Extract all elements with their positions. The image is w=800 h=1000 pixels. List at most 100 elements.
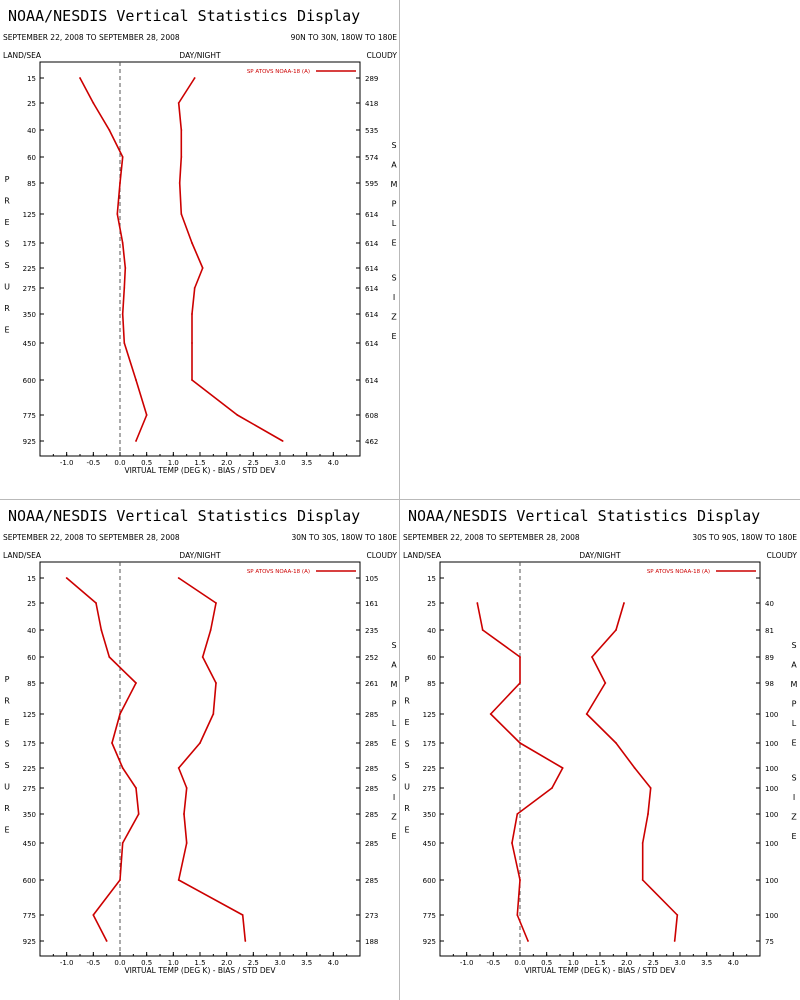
x-tick-label: 0.5 <box>141 959 152 967</box>
x-tick-label: 2.5 <box>248 959 259 967</box>
x-tick-label: -1.0 <box>460 959 474 967</box>
pressure-axis-letter: U <box>4 283 10 292</box>
data-point-bias <box>511 842 513 844</box>
sample-size-axis-letter: E <box>791 832 796 841</box>
data-point-bias <box>105 940 108 942</box>
data-point-bias <box>135 379 137 381</box>
pressure-axis-letter: E <box>4 826 9 835</box>
data-point-std_dev <box>215 602 217 604</box>
data-point-bias <box>519 656 521 658</box>
pressure-axis-letter: P <box>5 175 10 184</box>
sample-size-label: 285 <box>365 711 378 719</box>
sample-size-label: 462 <box>365 438 378 446</box>
sample-size-axis-letter: I <box>393 793 395 802</box>
x-tick-label: 3.5 <box>301 959 312 967</box>
sample-size-label: 100 <box>765 740 778 748</box>
sample-size-axis-letter: E <box>391 739 396 748</box>
legend-label: SP ATOVS NOAA-18 (A) <box>247 69 310 75</box>
data-point-bias <box>92 914 95 916</box>
pressure-axis-letter: S <box>4 740 9 749</box>
data-point-bias <box>79 77 81 79</box>
x-tick-label: 3.0 <box>674 959 685 967</box>
sample-size-label: 100 <box>765 785 778 793</box>
pressure-label: 350 <box>23 811 36 819</box>
plot-frame <box>39 561 361 957</box>
data-point-bias <box>116 213 119 215</box>
sample-size-label: 614 <box>365 311 379 319</box>
x-tick-label: 1.5 <box>594 959 605 967</box>
series-line-std_dev <box>585 602 679 942</box>
data-point-bias <box>123 342 126 344</box>
pressure-label: 225 <box>23 765 36 773</box>
region-label: 30N TO 30S, 180W TO 180E <box>291 533 397 542</box>
pressure-axis-letter: U <box>4 783 10 792</box>
sample-size-axis-letter: S <box>391 774 396 783</box>
pressure-axis-letter: E <box>404 718 409 727</box>
x-tick-label: 3.0 <box>274 959 285 967</box>
data-point-std_dev <box>183 813 185 815</box>
pressure-label: 60 <box>27 154 36 162</box>
pressure-label: 600 <box>23 377 36 385</box>
sample-size-label: 614 <box>365 265 379 273</box>
data-point-std_dev <box>585 713 588 715</box>
data-point-std_dev <box>177 102 180 104</box>
x-tick-label: 4.0 <box>328 959 339 967</box>
x-tick-label: -0.5 <box>86 459 100 467</box>
sample-size-label: 261 <box>365 680 378 688</box>
sample-size-axis-letter: S <box>791 641 796 650</box>
series-line-bias <box>79 77 148 442</box>
data-point-std_dev <box>180 129 183 131</box>
pressure-label: 25 <box>27 600 36 608</box>
sample-size-label: 273 <box>365 912 378 920</box>
sample-size-label: 100 <box>765 912 778 920</box>
x-tick-label: 2.0 <box>621 959 632 967</box>
sample-size-label: 40 <box>765 600 774 608</box>
sample-size-label: 100 <box>765 711 778 719</box>
land-sea-label: LAND/SEA <box>3 51 42 60</box>
pressure-label: 40 <box>427 627 436 635</box>
sample-size-label: 535 <box>365 127 378 135</box>
date-range: SEPTEMBER 22, 2008 TO SEPTEMBER 28, 2008 <box>403 533 580 542</box>
data-point-bias <box>519 879 521 881</box>
pressure-label: 925 <box>423 938 436 946</box>
sample-size-label: 98 <box>765 680 774 688</box>
series-line-std_dev <box>177 577 247 942</box>
sample-size-label: 608 <box>365 412 378 420</box>
data-point-std_dev <box>199 742 201 744</box>
sample-size-axis-letter: M <box>391 180 398 189</box>
pressure-label: 775 <box>423 912 436 920</box>
date-range: SEPTEMBER 22, 2008 TO SEPTEMBER 28, 2008 <box>3 533 180 542</box>
data-point-std_dev <box>676 914 679 916</box>
chart-panel-south: NOAA/NESDIS Vertical Statistics Display S… <box>400 500 800 1000</box>
sample-size-axis-letter: P <box>392 700 397 709</box>
chart-panel-tropics: NOAA/NESDIS Vertical Statistics Display S… <box>0 500 400 1000</box>
pressure-label: 925 <box>23 438 36 446</box>
sample-size-axis-letter: Z <box>391 813 397 822</box>
data-point-std_dev <box>177 577 180 579</box>
sample-size-axis-letter: M <box>791 680 798 689</box>
pressure-label: 775 <box>23 912 36 920</box>
x-tick-label: 0.0 <box>114 959 125 967</box>
pressure-axis-letter: S <box>404 761 409 770</box>
sample-size-label: 252 <box>365 654 378 662</box>
data-point-std_dev <box>281 440 284 442</box>
data-point-std_dev <box>180 213 183 215</box>
data-point-std_dev <box>201 656 204 658</box>
x-tick-label: 1.0 <box>568 959 579 967</box>
x-tick-label: 3.0 <box>274 459 285 467</box>
region-label: 30S TO 90S, 180W TO 180E <box>692 533 797 542</box>
data-point-bias <box>121 842 124 844</box>
pressure-axis-letter: R <box>4 804 10 813</box>
x-tick-label: 1.0 <box>168 459 179 467</box>
x-tick-label: 0.5 <box>541 959 552 967</box>
data-point-bias <box>561 767 564 769</box>
data-point-bias <box>119 879 121 881</box>
pressure-label: 25 <box>27 100 36 108</box>
pressure-label: 600 <box>423 877 436 885</box>
region-label: 90N TO 30N, 180W TO 180E <box>291 33 398 42</box>
cloudy-label: CLOUDY <box>367 551 398 560</box>
x-axis-label: VIRTUAL TEMP (DEG K) - BIAS / STD DEV <box>124 966 276 975</box>
data-point-bias <box>476 602 479 604</box>
data-point-std_dev <box>604 682 607 684</box>
sample-size-axis-letter: E <box>391 332 396 341</box>
